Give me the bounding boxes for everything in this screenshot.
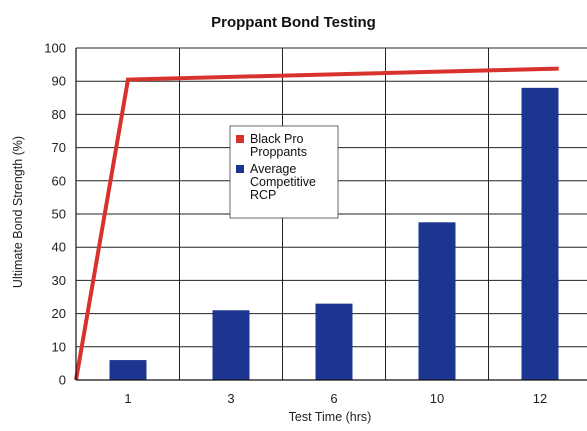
x-tick-label: 3	[227, 391, 234, 406]
x-tick-labels: 1 3 6 10 12	[124, 391, 547, 406]
legend-swatch	[236, 135, 244, 143]
y-axis-label: Ultimate Bond Strength (%)	[11, 136, 25, 288]
bar	[109, 360, 147, 380]
legend-label: Competitive	[250, 175, 316, 189]
line-series	[74, 66, 559, 381]
chart-title: Proppant Bond Testing	[211, 14, 376, 31]
grid-lines	[76, 47, 587, 380]
x-axis-label: Test Time (hrs)	[289, 410, 372, 424]
y-tick-label: 50	[52, 207, 66, 222]
y-tick-label: 30	[52, 273, 66, 288]
y-tick-labels: 0 10 20 30 40 50 60 70 80 90 100	[44, 41, 66, 388]
legend-label: Proppants	[250, 145, 307, 159]
y-tick-label: 40	[52, 240, 66, 255]
black-pro-line	[74, 66, 559, 381]
legend-label: Black Pro	[250, 132, 304, 146]
bar	[418, 222, 456, 380]
bar	[521, 87, 559, 380]
y-tick-label: 70	[52, 140, 66, 155]
x-tick-label: 10	[430, 391, 444, 406]
bar	[212, 310, 250, 380]
y-tick-label: 100	[44, 41, 66, 56]
y-tick-label: 90	[52, 74, 66, 89]
bar-series	[109, 87, 559, 380]
legend-box	[229, 125, 339, 219]
y-tick-label: 10	[52, 339, 66, 354]
y-tick-label: 0	[59, 373, 66, 388]
y-tick-label: 60	[52, 173, 66, 188]
axes	[75, 48, 587, 381]
y-tick-label: 20	[52, 306, 66, 321]
x-tick-label: 1	[124, 391, 131, 406]
x-tick-label: 12	[533, 391, 547, 406]
legend-swatch	[236, 165, 244, 173]
legend-label: RCP	[250, 188, 276, 202]
x-tick-label: 6	[330, 391, 337, 406]
bar	[315, 303, 353, 380]
legend-label: Average	[250, 162, 296, 176]
y-tick-label: 80	[52, 107, 66, 122]
